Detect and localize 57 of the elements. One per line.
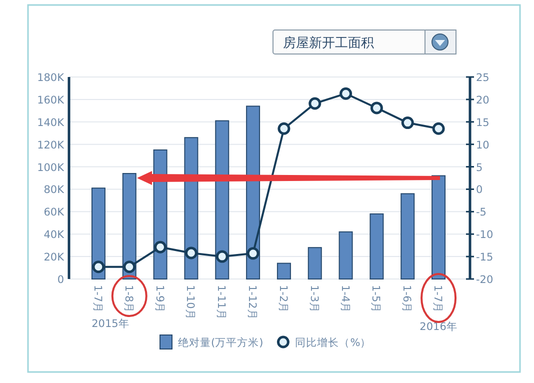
y2-tick-label: 15 bbox=[476, 116, 490, 129]
text: 2016年 bbox=[420, 321, 458, 333]
y-tick-label: 60K bbox=[44, 206, 66, 219]
point bbox=[184, 246, 198, 260]
point bbox=[154, 240, 167, 254]
point bbox=[308, 97, 322, 110]
y2-tick-label: -5 bbox=[476, 206, 486, 219]
x-tick-label: 1-12月 bbox=[246, 285, 258, 320]
bar bbox=[246, 106, 260, 280]
x-tick-label: 1-9月 bbox=[153, 285, 166, 314]
y2-tick-label: -10 bbox=[476, 229, 494, 242]
y-tick-label: 180K bbox=[37, 72, 66, 84]
y2-tick-label: -20 bbox=[476, 274, 494, 286]
y-tick-label: 160K bbox=[37, 94, 66, 106]
x-tick-label: 1-5月 bbox=[370, 285, 382, 314]
y2-tick-label: 10 bbox=[476, 139, 490, 152]
x-tick-label: 1-3月 bbox=[308, 285, 320, 314]
y-tick-label: 20K bbox=[44, 252, 66, 264]
x-tick-label: 1-8月 bbox=[122, 285, 134, 314]
legend-label: 绝对量(万平方米) bbox=[178, 336, 264, 349]
point bbox=[216, 250, 228, 263]
bar bbox=[370, 213, 384, 280]
y2-tick-label: 20 bbox=[476, 94, 490, 106]
y-tick-label: 40K bbox=[44, 229, 66, 242]
y2-tick-label: 25 bbox=[476, 72, 490, 84]
y-tick-label: 0 bbox=[57, 274, 64, 286]
y-tick-label: 80K bbox=[44, 184, 66, 196]
chart-title: 房屋新开工面积 bbox=[283, 35, 374, 51]
point bbox=[278, 122, 290, 135]
bar bbox=[276, 262, 291, 280]
x-tick-label: 1-6月 bbox=[400, 285, 413, 314]
point bbox=[432, 122, 445, 135]
x-tick-label: 1-10月 bbox=[184, 285, 196, 320]
point bbox=[370, 102, 383, 114]
bar bbox=[338, 231, 353, 280]
point bbox=[246, 247, 260, 260]
y2-tick-label: -15 bbox=[476, 252, 494, 264]
x-tick-label: 1-7月 bbox=[432, 285, 444, 314]
y2-tick-label: 0 bbox=[476, 184, 483, 196]
y2-tick-label: 5 bbox=[476, 162, 483, 174]
y-tick-label: 140K bbox=[37, 116, 66, 129]
point bbox=[92, 260, 105, 274]
bar bbox=[215, 120, 230, 280]
point bbox=[340, 87, 352, 100]
point bbox=[123, 260, 136, 274]
legend-label: 同比增长（%） bbox=[295, 336, 372, 349]
x-tick-label: 1-2月 bbox=[276, 285, 289, 314]
bar bbox=[432, 175, 446, 280]
text: 2015年 bbox=[92, 318, 130, 330]
bar bbox=[400, 193, 415, 280]
y-tick-label: 100K bbox=[37, 162, 66, 174]
x-tick-label: 1-7月 bbox=[91, 285, 104, 314]
x-tick-label: 1-11月 bbox=[215, 285, 228, 320]
point bbox=[401, 116, 414, 130]
x-tick-label: 1-4月 bbox=[338, 285, 351, 314]
bar bbox=[308, 247, 322, 280]
y-tick-label: 120K bbox=[37, 139, 66, 152]
